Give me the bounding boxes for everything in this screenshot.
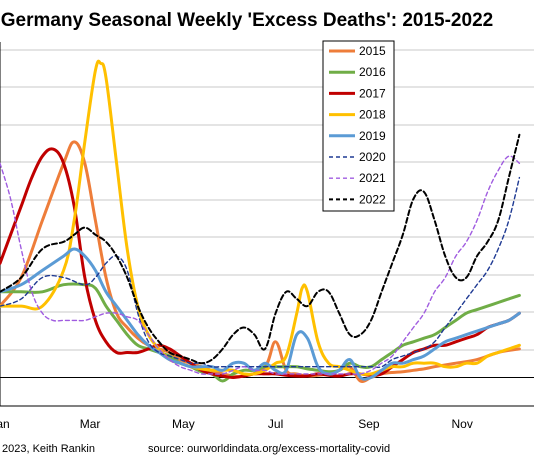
legend-label-2016: 2016 bbox=[359, 65, 386, 79]
legend-label-2021: 2021 bbox=[359, 171, 386, 185]
chart-title: Germany Seasonal Weekly 'Excess Deaths':… bbox=[1, 10, 493, 31]
grid-lines bbox=[0, 49, 534, 351]
footer-source: source: ourworldindata.org/excess-mortal… bbox=[148, 443, 390, 455]
legend-label-2018: 2018 bbox=[359, 108, 386, 122]
x-tick-label-sep: Sep bbox=[358, 417, 380, 431]
legend-label-2020: 2020 bbox=[359, 150, 386, 164]
series-line-2020 bbox=[0, 176, 521, 368]
x-tick-label-jan: Jan bbox=[0, 417, 10, 431]
legend-label-2019: 2019 bbox=[359, 129, 386, 143]
x-axis-ticks: Jan Mar May Jul Sep Nov bbox=[0, 417, 473, 431]
legend-label-2015: 2015 bbox=[359, 44, 386, 58]
series-line-2018 bbox=[0, 59, 521, 376]
legend-label-2022: 2022 bbox=[359, 192, 386, 206]
x-tick-label-may: May bbox=[172, 417, 195, 431]
footer-credit: 2023, Keith Rankin bbox=[2, 443, 95, 455]
legend-box bbox=[322, 40, 395, 212]
series-line-2015 bbox=[0, 140, 521, 383]
series-line-2021 bbox=[0, 155, 521, 375]
x-tick-label-jul: Jul bbox=[268, 417, 283, 431]
series-line-2022 bbox=[0, 133, 521, 365]
x-tick-label-mar: Mar bbox=[80, 417, 101, 431]
series-line-2019 bbox=[0, 247, 521, 381]
x-tick-label-nov: Nov bbox=[451, 417, 472, 431]
legend: 2015 2016 2017 2018 2019 2020 2021 2022 bbox=[322, 40, 395, 212]
series-layer bbox=[0, 59, 521, 383]
legend-label-2017: 2017 bbox=[359, 86, 386, 100]
